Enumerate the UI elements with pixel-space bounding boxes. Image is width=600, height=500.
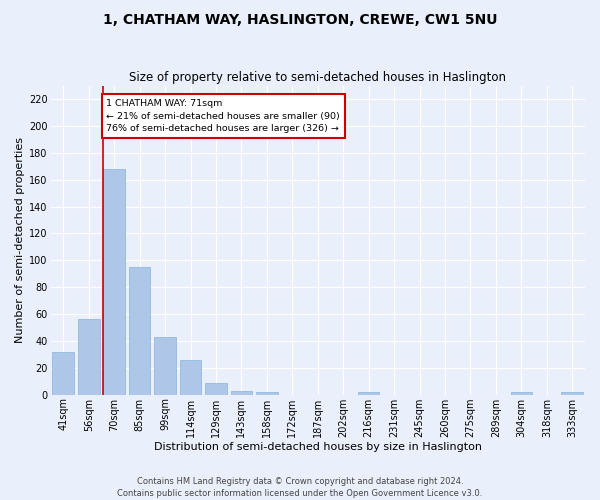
Bar bbox=[205, 382, 227, 394]
Bar bbox=[103, 169, 125, 394]
Text: Contains HM Land Registry data © Crown copyright and database right 2024.
Contai: Contains HM Land Registry data © Crown c… bbox=[118, 476, 482, 498]
Bar bbox=[256, 392, 278, 394]
Bar bbox=[52, 352, 74, 395]
Y-axis label: Number of semi-detached properties: Number of semi-detached properties bbox=[15, 137, 25, 343]
Text: 1 CHATHAM WAY: 71sqm
← 21% of semi-detached houses are smaller (90)
76% of semi-: 1 CHATHAM WAY: 71sqm ← 21% of semi-detac… bbox=[106, 99, 340, 133]
Bar bbox=[78, 320, 100, 394]
Bar bbox=[562, 392, 583, 394]
Bar bbox=[180, 360, 202, 394]
Bar bbox=[129, 267, 151, 394]
Bar bbox=[230, 390, 252, 394]
Bar bbox=[154, 337, 176, 394]
X-axis label: Distribution of semi-detached houses by size in Haslington: Distribution of semi-detached houses by … bbox=[154, 442, 482, 452]
Title: Size of property relative to semi-detached houses in Haslington: Size of property relative to semi-detach… bbox=[129, 72, 506, 85]
Bar bbox=[511, 392, 532, 394]
Text: 1, CHATHAM WAY, HASLINGTON, CREWE, CW1 5NU: 1, CHATHAM WAY, HASLINGTON, CREWE, CW1 5… bbox=[103, 12, 497, 26]
Bar bbox=[358, 392, 379, 394]
